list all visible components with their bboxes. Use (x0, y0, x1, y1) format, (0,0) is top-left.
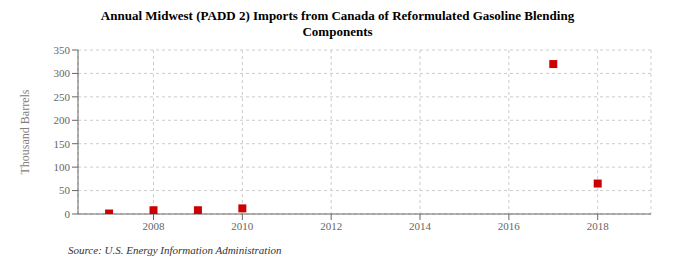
svg-text:100: 100 (54, 161, 71, 173)
svg-text:2010: 2010 (231, 220, 254, 232)
svg-text:350: 350 (54, 44, 71, 56)
svg-text:0: 0 (65, 208, 71, 220)
svg-text:2008: 2008 (143, 220, 166, 232)
svg-text:250: 250 (54, 91, 71, 103)
svg-text:2018: 2018 (587, 220, 610, 232)
svg-text:2014: 2014 (409, 220, 432, 232)
svg-text:200: 200 (54, 114, 71, 126)
html-text:Source: U.S. Energy Informatio: Source: U.S. Energy Information Administ… (68, 244, 282, 256)
svg-text:2016: 2016 (498, 220, 521, 232)
svg-text:2012: 2012 (320, 220, 342, 232)
svg-text:300: 300 (54, 67, 71, 79)
svg-text:150: 150 (54, 138, 71, 150)
svg-text:Thousand Barrels: Thousand Barrels (18, 89, 32, 174)
html-text:Annual Midwest (PADD 2) Import: Annual Midwest (PADD 2) Imports from Can… (100, 8, 575, 23)
svg-text:50: 50 (59, 184, 71, 196)
html-text:Components: Components (302, 24, 373, 39)
